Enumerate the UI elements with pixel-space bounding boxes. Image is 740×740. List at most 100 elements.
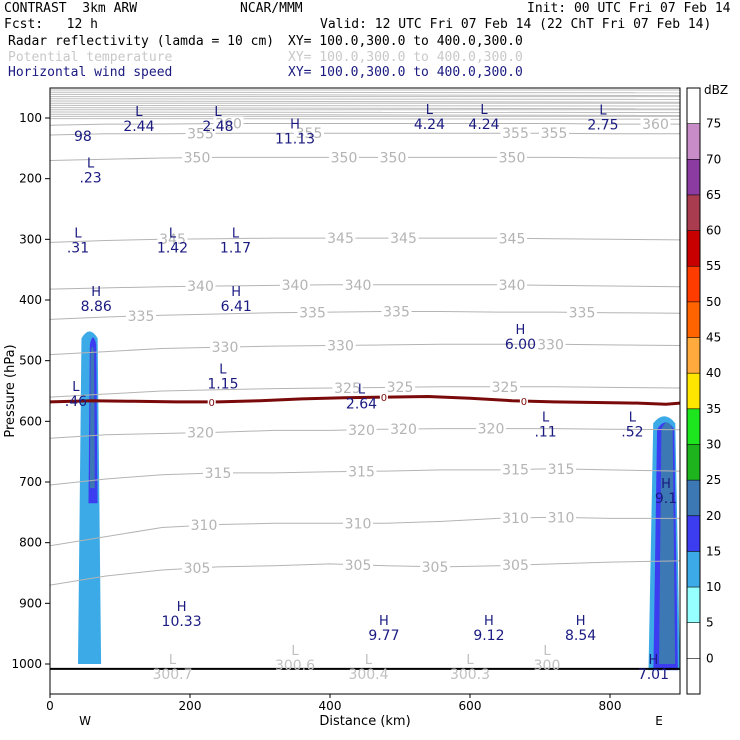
- theta-label-bg: [185, 126, 216, 140]
- theta-contour-label: 345: [499, 231, 526, 247]
- wind-extremum-type: L: [480, 103, 488, 118]
- theta-top-line: [50, 100, 680, 103]
- wind-extremum-value: 8.86: [81, 299, 112, 315]
- wind-extremum-type: L: [74, 227, 82, 242]
- wind-extremum-value: 10.33: [162, 614, 202, 630]
- wind-extremum-value: .11: [534, 424, 556, 440]
- colorbar-segment: [687, 373, 700, 409]
- colorbar-tick-label: 65: [706, 188, 721, 202]
- theta-label-bg: [213, 116, 244, 130]
- wind-extremum-type: L: [219, 362, 227, 377]
- theta-minimum-type: L: [466, 653, 474, 668]
- theta-label-bg: [500, 462, 531, 476]
- wind-extremum-value: 6.41: [221, 299, 252, 315]
- theta-contour-label: 335: [128, 309, 155, 325]
- theta-contour-label: 305: [502, 558, 529, 574]
- colorbar-segment: [687, 444, 700, 481]
- theta-contour-label: 330: [212, 340, 239, 356]
- y-tick-label: 600: [19, 414, 42, 428]
- field-theta-label: Potential temperature: [8, 50, 173, 65]
- freezing-level-layer: 0 0 0: [50, 392, 680, 409]
- colorbar-tick-label: 10: [706, 580, 721, 594]
- colorbar-segment: [687, 159, 700, 195]
- theta-contour-label: 305: [345, 558, 372, 574]
- wind-extremum-type: H: [231, 285, 241, 300]
- theta-contour-label: 305: [184, 561, 211, 577]
- theta-top-line: [50, 113, 680, 116]
- y-tick-label: 700: [19, 475, 42, 489]
- theta-contour-label: 330: [537, 337, 564, 353]
- colorbar-segment: [687, 587, 700, 623]
- wind-extremum-type: H: [661, 477, 671, 492]
- wind-extremum-value: 8.54: [565, 628, 596, 644]
- forecast-hour: Fcst: 12 h: [4, 17, 98, 32]
- theta-contour-label: 355: [187, 126, 214, 142]
- theta-contour-label: 310: [345, 516, 372, 532]
- colorbar-segment: [687, 266, 700, 302]
- theta-contour-label: 310: [502, 511, 529, 527]
- theta-label-bg: [535, 337, 566, 351]
- theta-label-bg: [325, 338, 356, 352]
- theta-contour-label: 350: [331, 150, 358, 166]
- theta-label-bg: [343, 557, 373, 571]
- theta-contour-label: 315: [348, 464, 375, 480]
- theta-contour-label: 340: [345, 278, 372, 294]
- theta-label-bg: [203, 465, 233, 479]
- theta-minimum-value: 300.7: [152, 667, 192, 683]
- wind-extremum-type: H: [379, 614, 389, 629]
- theta-contour-label: 340: [282, 278, 309, 294]
- y-tick-label: 800: [19, 536, 42, 550]
- colorbar-tick-label: 50: [706, 295, 721, 309]
- theta-label-bg: [497, 150, 527, 164]
- theta-contour-label: 305: [422, 560, 449, 576]
- wind-extremum-type: L: [426, 103, 434, 118]
- theta-contour-label: 360: [642, 117, 669, 133]
- y-tick-label: 300: [19, 232, 42, 246]
- theta-label-bg: [346, 464, 377, 478]
- wind-extremum-type: L: [87, 157, 95, 172]
- theta-contour-label: 320: [478, 422, 505, 438]
- field-theta-xy: XY= 100.0,300.0 to 400.0,300.0: [288, 50, 523, 65]
- freezing-label-bg: [379, 392, 388, 403]
- theta-label-bg: [329, 150, 359, 164]
- theta-label-bg: [343, 516, 373, 530]
- colorbar-frame: [686, 87, 701, 695]
- wind-extremum-value: 2.75: [587, 117, 618, 133]
- theta-contour-label: 335: [383, 305, 410, 321]
- wind-extrema-layer: 98L2.44L2.48L4.24L4.24L2.75H11.13L.23L.3…: [65, 103, 677, 683]
- y-tick-label: 200: [19, 172, 42, 186]
- theta-contour-label: 355: [541, 126, 568, 142]
- theta-minimum-value: 300.4: [348, 667, 388, 683]
- wind-extremum-value: .46: [65, 394, 87, 410]
- theta-label-bg: [490, 379, 520, 393]
- west-end-label: W: [79, 714, 91, 728]
- theta-label-bg: [280, 278, 310, 292]
- colorbar-tick-label: 30: [706, 437, 721, 451]
- theta-contour-label: 335: [569, 305, 596, 321]
- colorbar-tick-label: 35: [706, 402, 721, 416]
- y-axis-title: Pressure (hPa): [3, 344, 18, 437]
- field-reflectivity-label: Radar reflectivity (lamda = 10 cm): [8, 34, 275, 49]
- field-wind-label: Horizontal wind speed: [8, 65, 173, 80]
- theta-minimum-type: L: [169, 653, 177, 668]
- theta-contour: [50, 156, 680, 161]
- theta-contour-label: 335: [299, 305, 326, 321]
- wind-extremum-type: L: [72, 380, 80, 395]
- theta-dense-top-band: [50, 89, 680, 120]
- theta-top-line: [50, 104, 680, 107]
- theta-contour-label: 320: [348, 423, 375, 439]
- wind-extremum-value: 9.12: [473, 628, 504, 644]
- colorbar-layer: 0 5 10 15 20 25 30 35 40 45 50 55 60 65 70 75 dBZ: [686, 83, 728, 695]
- axes-layer: 100 200 300 400 500 600 700 800 900 1000 0 200 400 60…: [3, 87, 681, 729]
- wind-extremum-type: L: [135, 105, 143, 120]
- theta-contour: [50, 123, 680, 126]
- wind-extremum-type: L: [214, 105, 222, 120]
- colorbar-segment: [687, 658, 700, 694]
- theta-label-bg: [497, 231, 527, 245]
- theta-contour: [50, 237, 680, 243]
- wind-extremum-value: 2.64: [346, 396, 377, 412]
- theta-contour-label: 320: [390, 422, 417, 438]
- reflectivity-cell: [659, 422, 676, 664]
- colorbar-segment: [687, 515, 700, 552]
- theta-top-line: [50, 98, 680, 100]
